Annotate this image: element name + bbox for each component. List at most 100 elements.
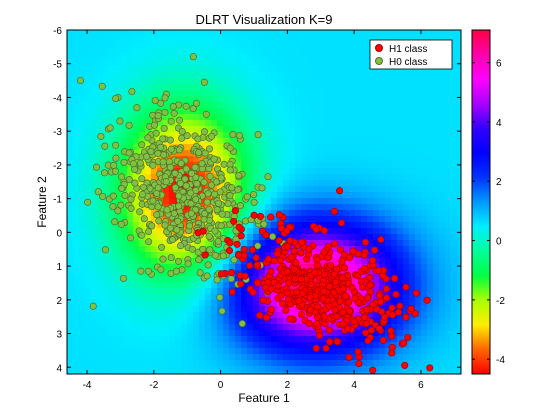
heat-cell	[325, 234, 332, 241]
heat-cell	[409, 270, 416, 277]
heat-cell	[265, 366, 272, 373]
heat-cell	[391, 336, 398, 343]
heat-cell	[319, 348, 326, 355]
heat-cell	[415, 210, 422, 217]
heat-cell	[205, 354, 212, 361]
heat-cell	[433, 354, 440, 361]
heat-cell	[367, 96, 374, 103]
heat-cell	[319, 102, 326, 109]
heat-cell	[253, 48, 260, 55]
heat-cell	[301, 324, 308, 331]
heat-cell	[427, 102, 434, 109]
heat-cell	[385, 300, 392, 307]
heat-cell	[67, 72, 74, 79]
heat-cell	[259, 144, 266, 151]
heat-cell	[85, 306, 92, 313]
heat-cell	[349, 186, 356, 193]
heat-cell	[427, 324, 434, 331]
h0-point	[98, 82, 106, 90]
heat-cell	[157, 66, 164, 73]
heat-cell	[175, 54, 182, 61]
heat-cell	[97, 72, 104, 79]
heat-cell	[163, 366, 170, 373]
heat-cell	[445, 348, 452, 355]
heat-cell	[457, 186, 461, 193]
heat-cell	[319, 186, 326, 193]
heat-cell	[229, 90, 236, 97]
heat-cell	[265, 372, 272, 374]
heat-cell	[241, 114, 248, 121]
heat-cell	[229, 312, 236, 319]
heat-cell	[133, 312, 140, 319]
heat-cell	[127, 360, 134, 367]
heat-cell	[103, 96, 110, 103]
heat-cell	[343, 192, 350, 199]
heat-cell	[427, 228, 434, 235]
heat-cell	[109, 306, 116, 313]
heat-cell	[145, 372, 152, 374]
heat-cell	[319, 372, 326, 374]
heat-cell	[67, 312, 74, 319]
heat-cell	[439, 150, 446, 157]
heat-cell	[223, 258, 230, 265]
heat-cell	[91, 294, 98, 301]
heat-cell	[397, 126, 404, 133]
heat-cell	[379, 138, 386, 145]
h1-point	[371, 246, 379, 254]
heat-cell	[439, 312, 446, 319]
heat-cell	[247, 96, 254, 103]
heat-cell	[445, 174, 452, 181]
heat-cell	[145, 336, 152, 343]
heat-cell	[169, 264, 176, 271]
heat-cell	[217, 342, 224, 349]
heat-cell	[79, 54, 86, 61]
heat-cell	[193, 324, 200, 331]
heat-cell	[439, 168, 446, 175]
h0-point	[151, 96, 159, 105]
heat-cell	[427, 156, 434, 163]
h1-point	[293, 288, 301, 296]
heat-cell	[85, 252, 92, 259]
heat-cell	[175, 354, 182, 361]
heat-cell	[355, 264, 362, 271]
heat-cell	[91, 234, 98, 241]
heat-cell	[421, 198, 428, 205]
heat-cell	[307, 48, 314, 55]
heat-cell	[97, 258, 104, 265]
heat-cell	[415, 162, 422, 169]
colorbar-tick-label: 6	[496, 59, 502, 70]
heat-cell	[199, 54, 206, 61]
heat-cell	[145, 342, 152, 349]
heat-cell	[241, 36, 248, 43]
heat-cell	[445, 192, 452, 199]
heat-cell	[379, 114, 386, 121]
heat-cell	[457, 114, 461, 121]
heat-cell	[445, 210, 452, 217]
heat-cell	[97, 150, 104, 157]
heat-cell	[451, 336, 458, 343]
heat-cell	[223, 324, 230, 331]
heat-cell	[259, 204, 266, 211]
heat-cell	[391, 144, 398, 151]
heat-cell	[247, 300, 254, 307]
heat-cell	[163, 276, 170, 283]
heat-cell	[133, 234, 140, 241]
heat-cell	[103, 132, 110, 139]
h1-point	[225, 247, 234, 255]
h1-point	[402, 313, 410, 321]
heat-cell	[421, 324, 428, 331]
heat-cell	[367, 222, 374, 229]
heat-cell	[349, 42, 356, 49]
heat-cell	[427, 150, 434, 157]
heat-cell	[451, 324, 458, 331]
heat-cell	[211, 222, 218, 229]
heat-cell	[73, 150, 80, 157]
heat-cell	[241, 300, 248, 307]
heat-cell	[145, 324, 152, 331]
h1-point	[376, 298, 385, 306]
heat-cell	[211, 48, 218, 55]
heat-cell	[457, 324, 461, 331]
heat-cell	[403, 246, 410, 253]
heat-cell	[211, 372, 218, 374]
h1-point	[340, 264, 349, 272]
